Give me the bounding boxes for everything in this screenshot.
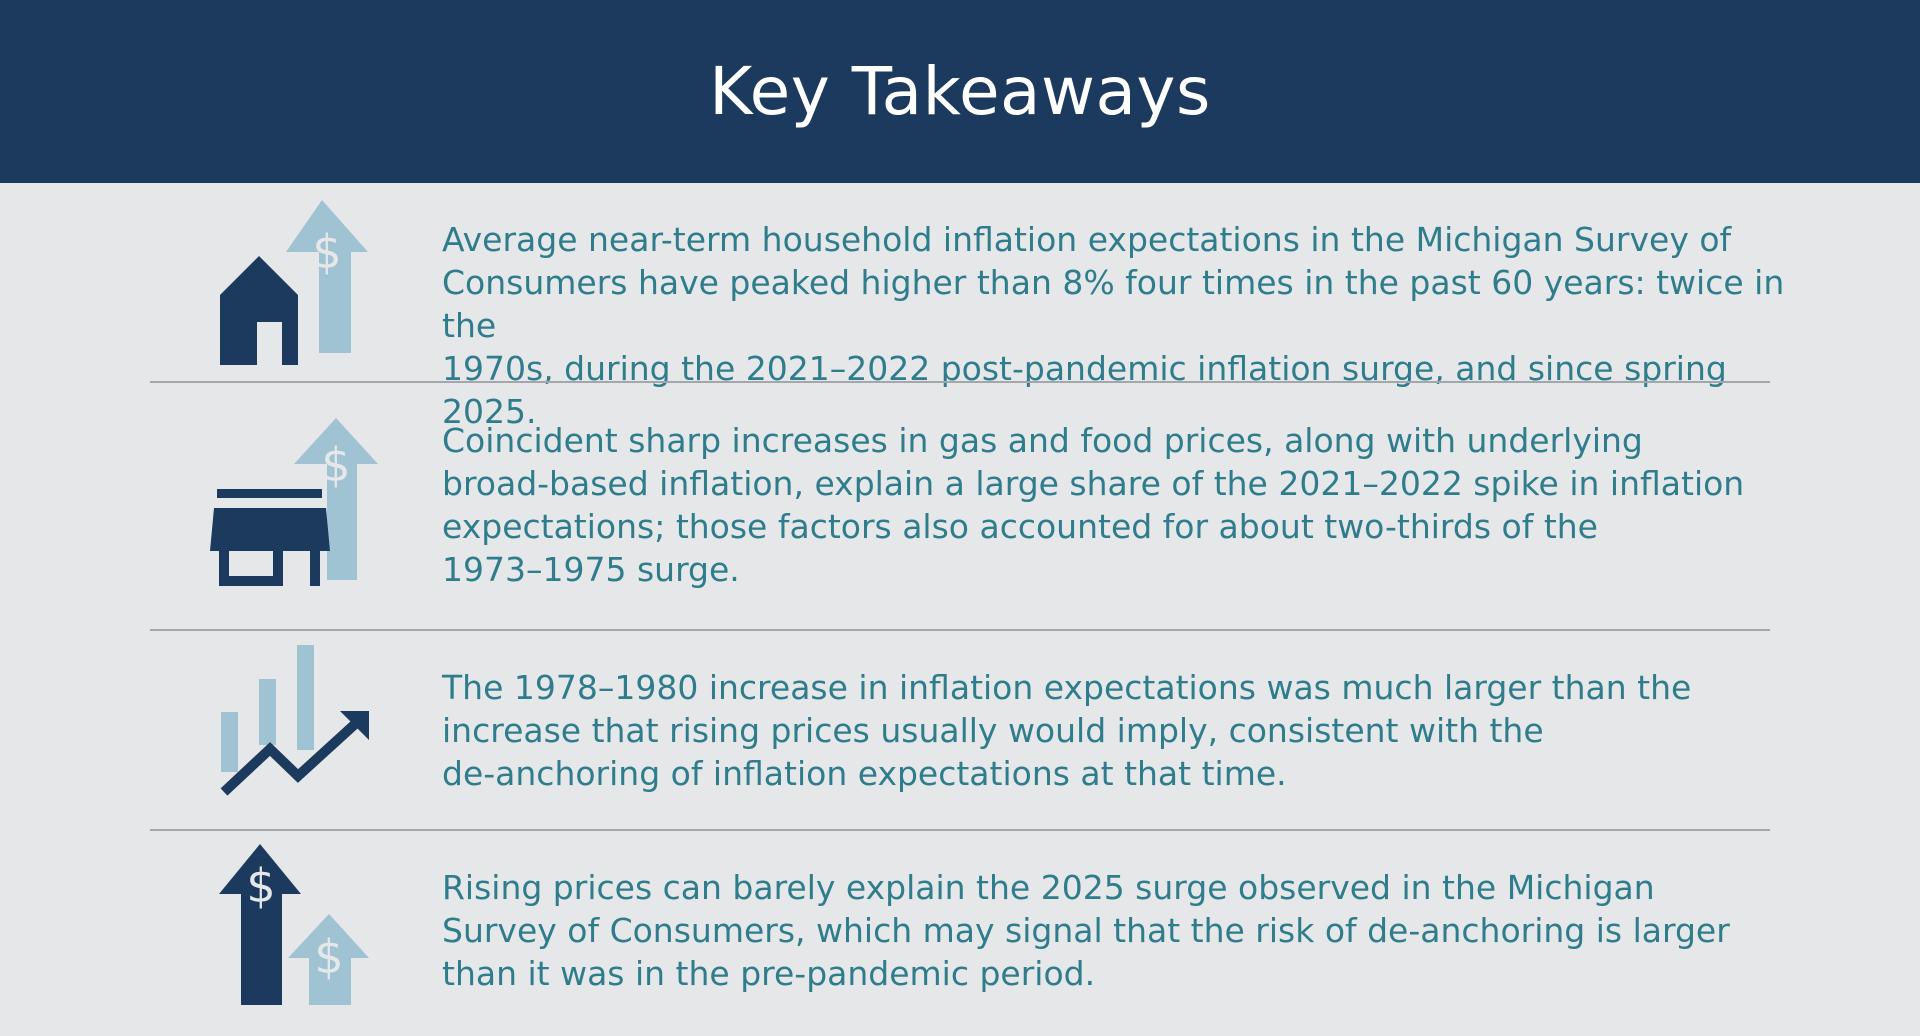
takeaway-3-line-3: de-anchoring of inflation expectations a… — [442, 754, 1287, 793]
takeaway-3-line-1: The 1978–1980 increase in inflation expe… — [442, 668, 1692, 707]
divider — [150, 381, 1770, 383]
svg-text:$: $ — [321, 438, 350, 492]
divider — [150, 829, 1770, 831]
takeaway-4-line-3: than it was in the pre-pandemic period. — [442, 954, 1096, 993]
takeaway-4-text: Rising prices can barely explain the 202… — [442, 866, 1822, 995]
takeaway-1-line-2: Consumers have peaked higher than 8% fou… — [442, 263, 1785, 345]
page-title: Key Takeaways — [709, 52, 1211, 130]
takeaway-2-line-1: Coincident sharp increases in gas and fo… — [442, 421, 1643, 460]
takeaway-2-line-2: broad-based inflation, explain a large s… — [442, 464, 1745, 503]
takeaway-4-line-1: Rising prices can barely explain the 202… — [442, 868, 1655, 907]
takeaway-4-line-2: Survey of Consumers, which may signal th… — [442, 911, 1730, 950]
takeaway-2-line-3: expectations; those factors also account… — [442, 507, 1598, 546]
takeaway-1-line-1: Average near-term household inflation ex… — [442, 220, 1732, 259]
takeaway-3-line-2: increase that rising prices usually woul… — [442, 711, 1544, 750]
takeaway-1-text: Average near-term household inflation ex… — [442, 218, 1822, 433]
divider — [150, 629, 1770, 631]
svg-text:$: $ — [314, 930, 343, 984]
storefront-with-rising-dollar-arrow-icon: $ — [200, 418, 400, 593]
svg-text:$: $ — [312, 225, 341, 279]
two-rising-dollar-arrows-icon: $ $ — [200, 842, 400, 1007]
takeaway-2-line-4: 1973–1975 surge. — [442, 550, 740, 589]
house-with-rising-dollar-arrow-icon: $ — [200, 200, 400, 370]
svg-text:$: $ — [246, 859, 275, 913]
takeaway-2-text: Coincident sharp increases in gas and fo… — [442, 419, 1822, 591]
takeaway-3-text: The 1978–1980 increase in inflation expe… — [442, 666, 1822, 795]
bar-chart-with-trend-arrow-icon — [200, 645, 400, 800]
header-banner: Key Takeaways — [0, 0, 1920, 183]
